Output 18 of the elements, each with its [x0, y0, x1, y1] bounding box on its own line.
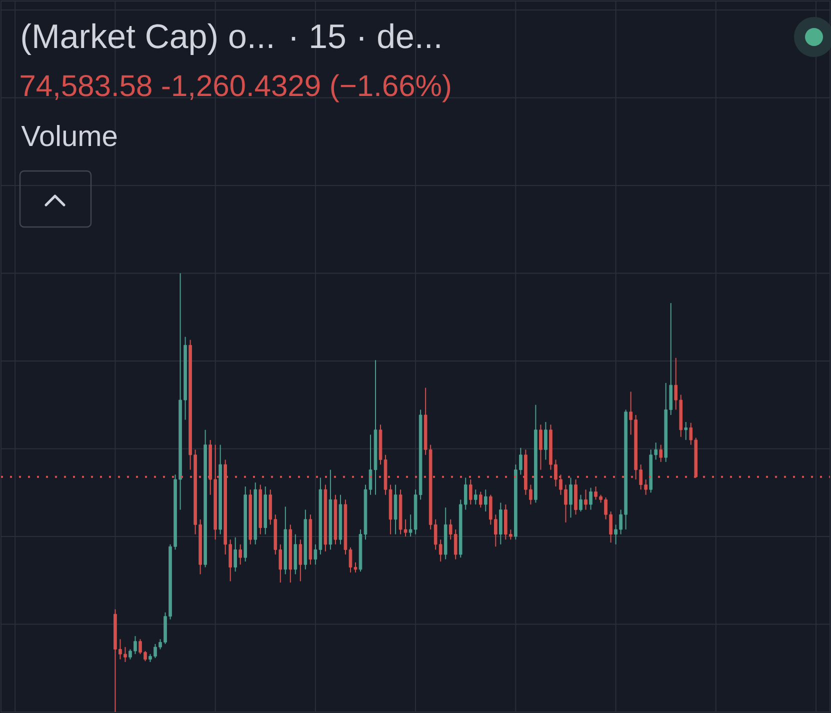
candlestick: [474, 489, 478, 505]
candlestick: [234, 536, 237, 572]
candlestick: [298, 539, 302, 582]
text: Volume: [21, 124, 117, 146]
candlestick: [478, 491, 482, 508]
candlestick: [569, 477, 572, 518]
candlestick: [579, 494, 582, 512]
candlestick: [238, 544, 242, 566]
candlestick: [544, 421, 548, 460]
candlestick: [659, 444, 662, 462]
chart-subtitle: 74,583.58 -1,260.4329 (−1.66%): [20, 74, 450, 102]
candlestick: [584, 489, 588, 510]
candlestick: [589, 487, 592, 510]
candlestick: [484, 489, 488, 512]
chart-title: (Market Cap) o... · 15 · de...: [22, 23, 440, 56]
candlestick: [684, 421, 688, 440]
candlestick: [348, 546, 352, 573]
candlestick: [539, 424, 542, 470]
